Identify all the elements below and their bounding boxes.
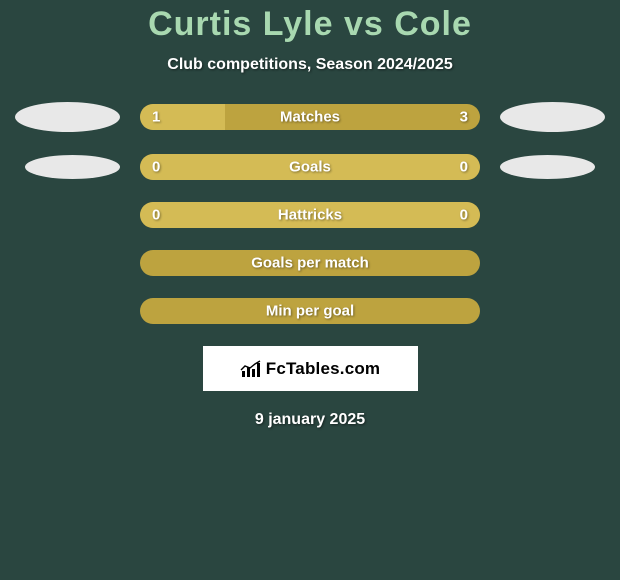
chart-icon [240,360,262,378]
player-left-oval [25,155,120,179]
stat-bar: Goals per match [140,250,480,276]
comparison-widget: Curtis Lyle vs Cole Club competitions, S… [0,0,620,429]
stat-label: Goals per match [251,255,369,272]
stat-bar: 1 Matches 3 [140,104,480,130]
player-left-oval [15,102,120,132]
stat-row-hattricks: 0 Hattricks 0 [0,202,620,228]
subtitle: Club competitions, Season 2024/2025 [0,56,620,74]
stat-row-matches: 1 Matches 3 [0,102,620,132]
stat-bar: Min per goal [140,298,480,324]
stat-left-value: 1 [152,109,160,126]
stat-bar: 0 Hattricks 0 [140,202,480,228]
stat-left-value: 0 [152,159,160,176]
stat-right-value: 0 [460,207,468,224]
stat-row-goals: 0 Goals 0 [0,154,620,180]
stat-label: Min per goal [266,303,354,320]
brand-logo[interactable]: FcTables.com [203,346,418,391]
page-title: Curtis Lyle vs Cole [0,5,620,44]
stat-row-goals-per-match: Goals per match [0,250,620,276]
brand-text: FcTables.com [266,359,381,379]
player-right-oval [500,155,595,179]
stat-label: Matches [280,109,340,126]
stat-right-value: 0 [460,159,468,176]
player-right-oval [500,102,605,132]
stat-label: Goals [289,159,331,176]
stat-bar: 0 Goals 0 [140,154,480,180]
stat-right-value: 3 [460,109,468,126]
date-label: 9 january 2025 [0,411,620,429]
stat-label: Hattricks [278,207,342,224]
stat-left-value: 0 [152,207,160,224]
stat-row-min-per-goal: Min per goal [0,298,620,324]
